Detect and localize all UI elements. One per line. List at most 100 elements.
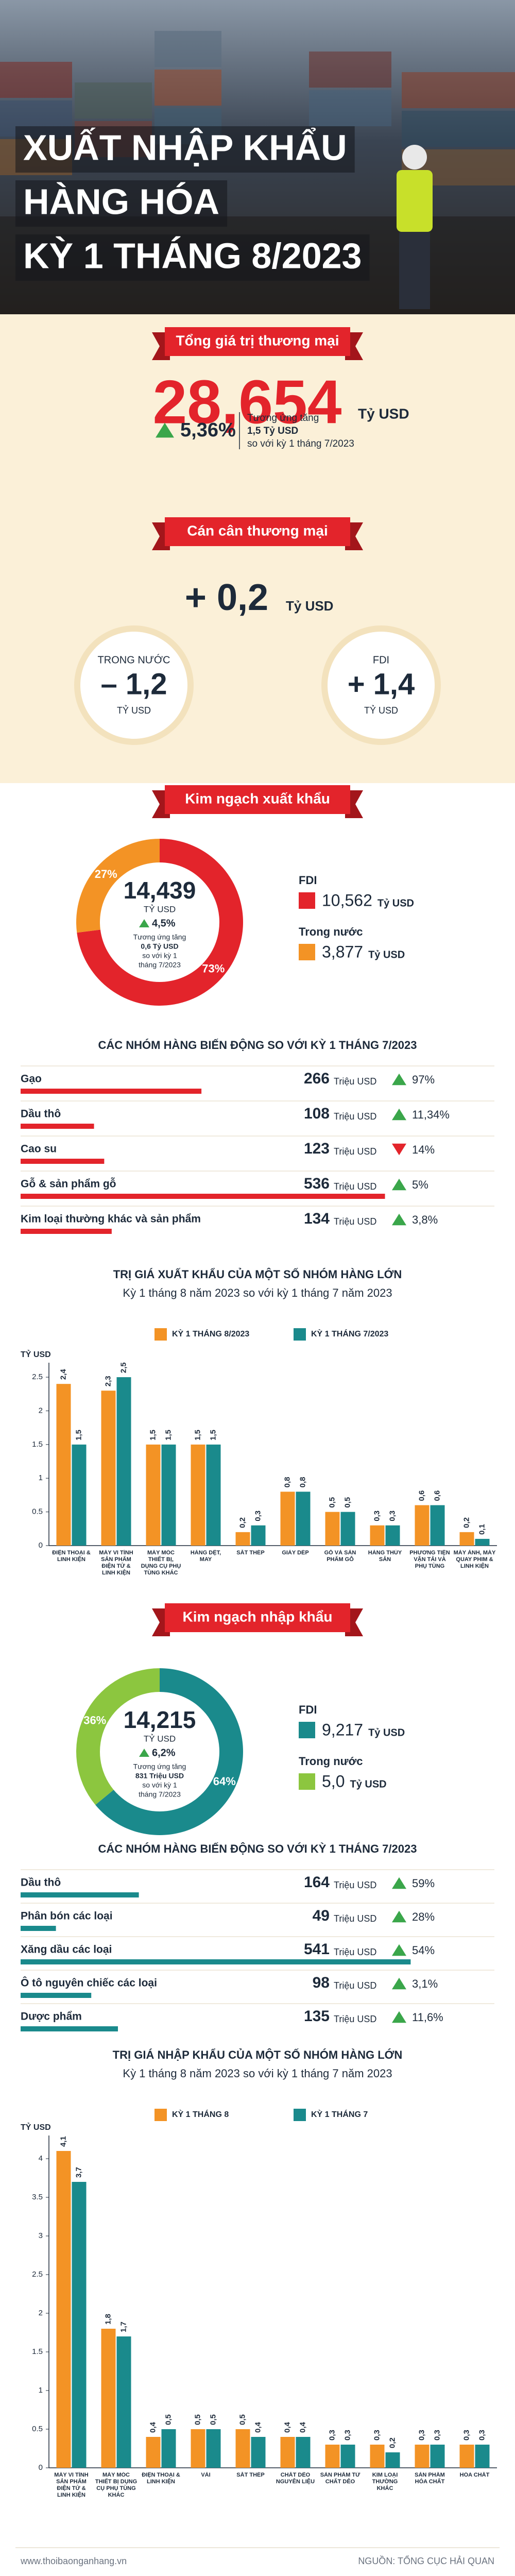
donut-label: 36% <box>83 1714 106 1727</box>
bar-value-label: 0,4 <box>253 2421 262 2433</box>
legend-swatch <box>154 1328 167 1341</box>
x-tick-label: MÁY ẢNH, MÁY QUAY PHIM & LINH KIỆN <box>453 1550 496 1569</box>
donut-center-unit: TỶ USD <box>144 904 176 914</box>
legend-swatch <box>154 2109 167 2121</box>
x-tick-label-box: SẢN PHẨM HÓA CHẤT <box>415 2472 445 2485</box>
bar <box>370 1525 385 1546</box>
x-tick-label-box: MÁY ẢNH, MÁY QUAY PHIM & LINH KIỆN <box>453 1550 496 1569</box>
x-tick-label-box: KIM LOẠI THƯỜNG KHÁC <box>372 2472 398 2492</box>
header-title: XUẤT NHẬP KHẨU <box>23 127 347 167</box>
x-tick-label: HÓA CHẤT <box>459 2472 490 2478</box>
row-bar <box>21 1229 112 1234</box>
row-unit: Triệu USD <box>334 1146 376 1157</box>
x-tick-label-box: SẢN PHẨM TỪ CHẤT DẺO <box>320 2472 360 2485</box>
donut-center-note: Tương ứng tăng <box>133 933 186 941</box>
bar-value-label: 0,5 <box>209 2414 217 2425</box>
x-tick-label-box: MÁY MÓC THIẾT BỊ DỤNG CỤ PHỤ TÙNG KHÁC <box>95 2472 138 2498</box>
bar-value-label: 1,5 <box>164 1430 173 1440</box>
row-unit: Triệu USD <box>334 1980 376 1991</box>
bar-value-label: 0,4 <box>298 2421 307 2433</box>
x-tick-label-box: HÓA CHẤT <box>459 2472 490 2478</box>
row-bar <box>21 1993 92 1998</box>
balance-sub-unit: TỶ USD <box>364 705 398 716</box>
banner-ribbon <box>165 1603 350 1632</box>
bar-value-label: 0,5 <box>328 1497 336 1508</box>
row-change: 5% <box>412 1178 428 1191</box>
row-unit: Triệu USD <box>334 2014 376 2024</box>
bar-value-label: 3,7 <box>74 2167 83 2178</box>
total-change: 5,36% <box>180 419 236 441</box>
bar-value-label: 0,3 <box>388 1511 397 1521</box>
bar-value-label: 0,2 <box>388 2437 397 2448</box>
change-arrow <box>392 1108 406 1121</box>
y-tick-label: 2 <box>39 1406 43 1415</box>
bar <box>235 1532 250 1546</box>
bar <box>430 1505 445 1546</box>
x-tick-label: HÀNG THỦY SẢN <box>368 1550 402 1563</box>
balance-label: TRONG NƯỚC <box>98 654 170 666</box>
row-unit: Triệu USD <box>334 1076 376 1087</box>
bar-value-label: 2,3 <box>104 1376 112 1386</box>
worker <box>397 145 433 309</box>
row-unit: Triệu USD <box>334 1947 376 1957</box>
bar <box>475 1538 490 1546</box>
bar-value-label: 0,1 <box>477 1524 486 1535</box>
section-title: CÁC NHÓM HÀNG BIẾN ĐỘNG SO VỚI KỲ 1 THÁN… <box>98 1842 417 1855</box>
balance-label: FDI <box>373 654 389 666</box>
donut-segment <box>76 1668 160 1805</box>
donut-center-note: tháng 7/2023 <box>139 961 181 969</box>
row-bar <box>21 1959 411 1964</box>
row-value: 266 <box>304 1070 330 1087</box>
donut-center-change: 4,5% <box>152 918 176 929</box>
change-arrow <box>392 1178 406 1191</box>
y-tick-label: 2.5 <box>32 2270 43 2279</box>
x-tick-label-box: GỖ VÀ SẢN PHẨM GỖ <box>324 1550 356 1563</box>
bar-value-label: 0,4 <box>283 2421 291 2433</box>
legend-swatch <box>299 1773 315 1790</box>
total-value: 28,654 <box>152 368 341 437</box>
row-value: 98 <box>313 1974 330 1991</box>
total-unit: Tỷ USD <box>358 405 409 421</box>
banner-title: Kim ngạch nhập khẩu <box>183 1608 333 1624</box>
banner-title: Tổng giá trị thương mại <box>176 332 339 348</box>
banner-ribbon <box>165 785 350 814</box>
header-title: HÀNG HÓA <box>23 181 219 222</box>
x-tick-label: SẢN PHẨM TỪ CHẤT DẺO <box>320 2472 360 2485</box>
legend-swatch <box>294 1328 306 1341</box>
x-tick-label-box: ĐIỆN THOẠI & LINH KIỆN <box>52 1550 91 1563</box>
x-tick-label: MÁY VI TÍNH SẢN PHẨM ĐIỆN TỬ & LINH KIỆN <box>54 2472 89 2498</box>
bar <box>116 2336 131 2468</box>
y-tick-label: 0 <box>39 2463 43 2472</box>
bar-value-label: 1,5 <box>209 1430 217 1440</box>
bar-value-label: 1,5 <box>148 1430 157 1440</box>
bar-value-label: 0,3 <box>328 2430 336 2441</box>
bar <box>296 2437 311 2468</box>
bar-value-label: 0,2 <box>462 1517 471 1528</box>
bar-value-label: 0,3 <box>417 2430 426 2441</box>
banner-title: Kim ngạch xuất khẩu <box>185 790 330 806</box>
row-label: Phân bón các loại <box>21 1910 113 1922</box>
legend-unit: Tỷ USD <box>350 1778 386 1790</box>
bar-value-label: 1,5 <box>74 1430 83 1440</box>
bar-value-label: 0,3 <box>372 2430 381 2441</box>
bar <box>206 2429 221 2468</box>
legend-name: FDI <box>299 874 317 887</box>
bar <box>161 1444 176 1546</box>
donut-center-unit: TỶ USD <box>144 1734 176 1743</box>
bar <box>340 2445 355 2468</box>
legend-name: FDI <box>299 1703 317 1716</box>
bar-value-label: 2,5 <box>119 1362 128 1373</box>
bar <box>116 1377 131 1546</box>
x-tick-label-box: HÀNG THỦY SẢN <box>368 1550 402 1563</box>
row-bar <box>21 1892 139 1897</box>
row-unit: Triệu USD <box>334 1880 376 1890</box>
bar-value-label: 0,5 <box>343 1497 352 1508</box>
chart-title: TRỊ GIÁ NHẬP KHẨU CỦA MỘT SỐ NHÓM HÀNG L… <box>113 2048 403 2061</box>
row-bar <box>21 1159 105 1164</box>
x-tick-label: MÁY MÓC THIẾT BỊ DỤNG CỤ PHỤ TÙNG KHÁC <box>95 2472 138 2498</box>
bar <box>251 1525 266 1546</box>
balance-sub-unit: TỶ USD <box>117 705 151 716</box>
bar <box>251 2437 266 2468</box>
x-tick-label: ĐIỆN THOẠI & LINH KIỆN <box>142 2472 180 2485</box>
